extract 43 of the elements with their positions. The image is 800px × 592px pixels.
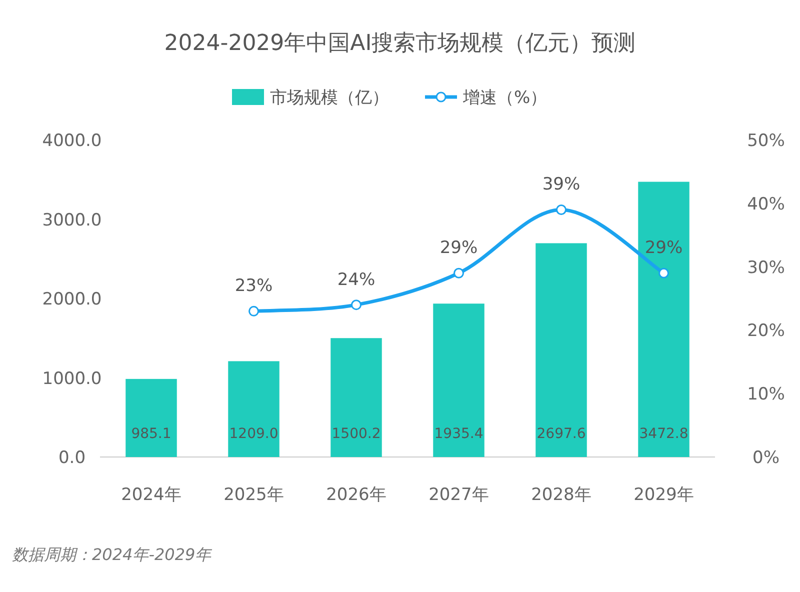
point	[248, 306, 259, 316]
text: 数据周期：2024年-2029年	[12, 545, 214, 564]
data-label: 1935.4	[434, 426, 484, 442]
y2-tick-label: 30%	[747, 258, 785, 278]
data-label: 1209.0	[229, 426, 278, 442]
chart-title: 2024-2029年中国AI搜索市场规模（亿元）预测	[164, 31, 636, 56]
y2-tick-label: 10%	[747, 384, 785, 405]
data-label: 3472.8	[639, 426, 688, 442]
legend-label: 增速（%）	[462, 88, 548, 108]
point	[351, 300, 362, 310]
y-tick-label: 0.0	[58, 448, 86, 468]
y2-tick-label: 40%	[747, 194, 785, 214]
data-label: 39%	[542, 174, 580, 195]
y2-tick-label: 50%	[747, 131, 785, 151]
data-label: 29%	[644, 238, 683, 258]
bar	[536, 243, 587, 457]
data-label: 1500.2	[332, 426, 381, 442]
bar	[638, 182, 690, 457]
data-label: 2697.6	[536, 426, 586, 442]
y2-tick-label: 20%	[747, 321, 785, 342]
bar	[433, 304, 484, 457]
legend-label: 市场规模（亿）	[270, 88, 389, 108]
bar	[330, 338, 382, 457]
x-tick-label: 2026年	[326, 485, 386, 505]
data-label: 29%	[440, 238, 478, 258]
x-tick-label: 2025年	[224, 485, 284, 505]
data-label: 985.1	[131, 426, 172, 442]
x-tick-label: 2029年	[634, 485, 694, 505]
x-tick-label: 2027年	[428, 485, 489, 505]
x-tick-label: 2024年	[121, 485, 182, 505]
x-tick-label: 2028年	[531, 485, 592, 505]
point	[454, 268, 464, 278]
y2-tick-label: 0%	[752, 448, 780, 468]
bar	[126, 378, 177, 457]
y-tick-label: 1000.0	[42, 368, 102, 389]
y-tick-label: 2000.0	[42, 290, 102, 310]
y-tick-label: 3000.0	[42, 210, 102, 230]
y-tick-label: 4000.0	[42, 131, 102, 151]
point	[658, 268, 669, 278]
data-label: 23%	[234, 276, 273, 296]
data-label: 24%	[337, 270, 376, 290]
bar	[228, 361, 280, 457]
point	[556, 204, 566, 215]
